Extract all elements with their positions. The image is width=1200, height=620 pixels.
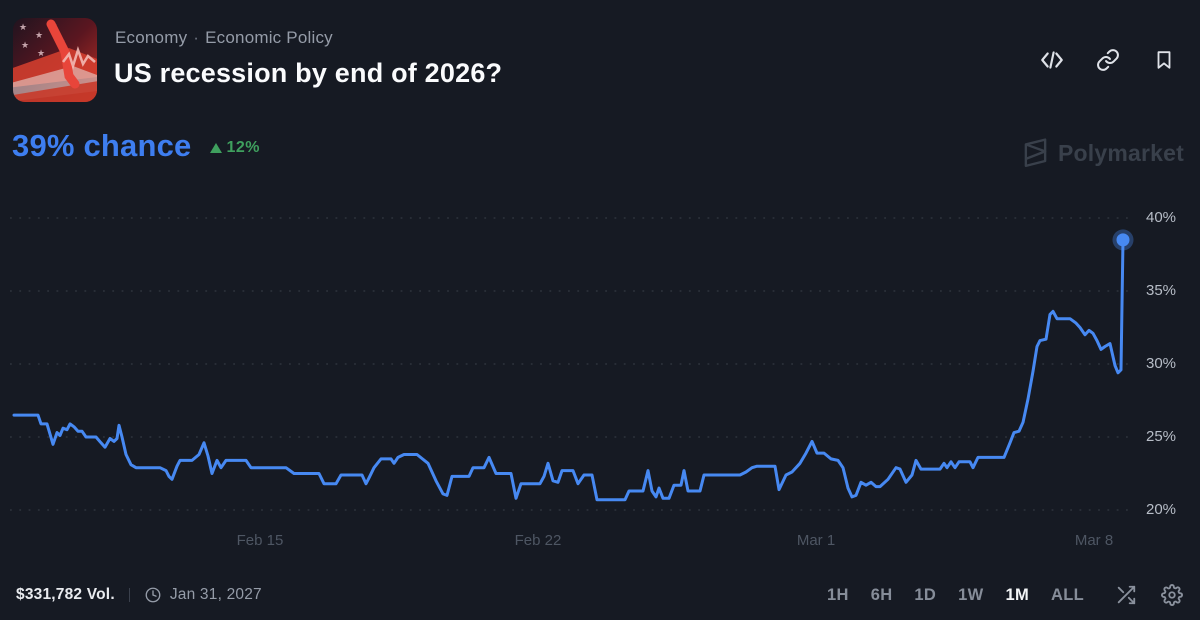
y-tick-label: 40% — [1146, 209, 1177, 226]
svg-text:★: ★ — [37, 49, 45, 59]
code-embed-icon — [1041, 51, 1063, 69]
market-title: US recession by end of 2026? — [114, 58, 503, 88]
up-arrow-icon — [209, 143, 222, 153]
clock-icon — [144, 586, 162, 604]
svg-text:★: ★ — [35, 31, 43, 41]
polymarket-logo-icon — [1024, 138, 1047, 168]
y-tick-label: 25% — [1146, 428, 1177, 445]
chance-value: 39% chance — [12, 128, 192, 163]
header-actions — [1038, 46, 1178, 74]
current-point-marker — [1116, 233, 1130, 247]
x-tick-label: Mar 8 — [1074, 532, 1114, 549]
x-tick-label: Feb 15 — [236, 532, 284, 549]
x-tick-label: Feb 22 — [514, 532, 562, 549]
y-tick-label: 20% — [1146, 501, 1177, 518]
timeframe-group: 1H 6H 1D 1W 1M ALL — [827, 583, 1184, 607]
y-tick-label: 35% — [1146, 282, 1177, 299]
bookmark-icon — [1157, 51, 1171, 69]
breadcrumb-subcategory[interactable]: Economic Policy — [205, 28, 333, 47]
timeframe-1h[interactable]: 1H — [827, 585, 849, 604]
bookmark-button[interactable] — [1150, 46, 1178, 74]
breadcrumb-category[interactable]: Economy — [115, 28, 188, 47]
breadcrumb: Economy · Economic Policy — [115, 28, 333, 48]
volume-label: $331,782 Vol. — [16, 586, 115, 603]
shuffle-arrows-icon — [1117, 585, 1136, 605]
timeframe-all[interactable]: ALL — [1051, 585, 1084, 604]
embed-button[interactable] — [1038, 46, 1066, 74]
compare-button[interactable] — [1114, 583, 1138, 607]
change-indicator: 12% — [209, 139, 261, 157]
market-avatar: ★ ★ ★ ★ ★ ★ — [13, 18, 97, 102]
price-row: 39% chance 12% — [12, 128, 260, 164]
footer-divider — [128, 588, 130, 602]
timeframe-1m[interactable]: 1M — [1005, 585, 1030, 604]
x-tick-label: Mar 1 — [796, 532, 836, 549]
end-date-label: Jan 31, 2027 — [169, 586, 262, 603]
y-tick-label: 30% — [1146, 355, 1177, 372]
svg-text:★: ★ — [21, 41, 29, 51]
breadcrumb-separator: · — [193, 28, 200, 47]
polymarket-watermark: Polymarket — [1022, 138, 1184, 168]
link-icon — [1097, 49, 1119, 71]
svg-text:★: ★ — [19, 23, 27, 33]
series-line — [12, 238, 1125, 502]
change-value: 12% — [226, 139, 261, 156]
gear-icon — [1161, 584, 1183, 606]
timeframe-1w[interactable]: 1W — [958, 585, 984, 604]
footer-bar: $331,782 Vol. Jan 31, 2027 1H 6H 1D 1W 1… — [0, 578, 1200, 612]
watermark-label: Polymarket — [1057, 139, 1184, 166]
us-flag-crash-image: ★★★ ★★★ — [13, 18, 97, 102]
copy-link-button[interactable] — [1094, 46, 1122, 74]
settings-button[interactable] — [1160, 583, 1184, 607]
timeframe-1d[interactable]: 1D — [914, 585, 937, 604]
timeframe-6h[interactable]: 6H — [870, 585, 893, 604]
